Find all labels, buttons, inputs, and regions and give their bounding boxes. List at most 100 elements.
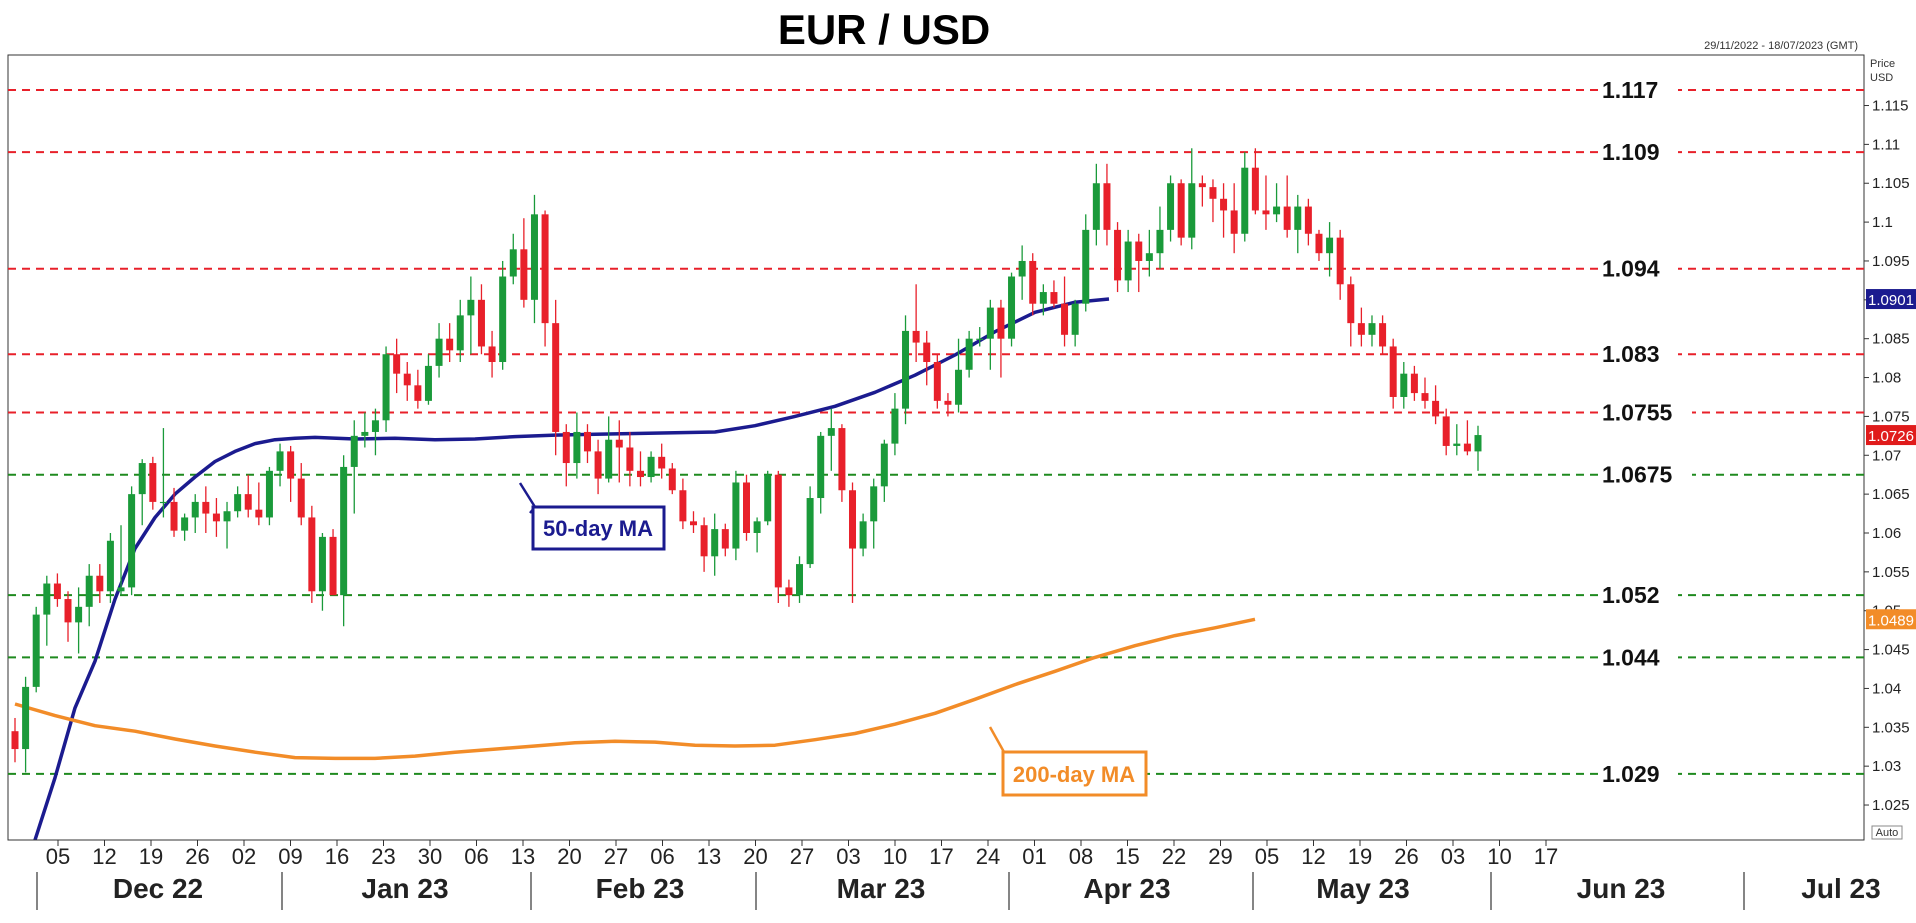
candle-25 <box>276 443 284 487</box>
candle-123 <box>1315 229 1323 261</box>
y-tick-label-16: 1.105 <box>1872 175 1910 192</box>
level-label-6: 1.052 <box>1602 582 1660 608</box>
level-label-4: 1.0755 <box>1602 400 1673 426</box>
price-badge-2: 1.0489 <box>1868 612 1914 629</box>
candle-95 <box>1018 245 1026 300</box>
auto-scale-button[interactable] <box>1871 825 1903 840</box>
candle-35 <box>382 346 390 432</box>
x-tick-label-28: 19 <box>1348 844 1372 869</box>
candle-79 <box>849 482 857 603</box>
candle-91 <box>976 327 984 347</box>
level-label-3: 1.083 <box>1602 341 1660 367</box>
candle-80 <box>859 513 867 557</box>
candle-21 <box>234 486 242 518</box>
y-tick-label-15: 1.1 <box>1872 214 1893 231</box>
candle-61 <box>658 443 666 479</box>
candle-126 <box>1347 276 1355 347</box>
candle-108 <box>1156 206 1164 269</box>
candle-110 <box>1177 179 1185 246</box>
candle-52 <box>562 424 570 487</box>
candle-127 <box>1357 307 1365 347</box>
candle-92 <box>986 299 994 370</box>
x-tick-label-4: 02 <box>232 844 256 869</box>
candle-93 <box>997 299 1005 378</box>
x-tick-label-8: 30 <box>418 844 442 869</box>
x-tick-label-3: 26 <box>185 844 209 869</box>
y-caption-unit: USD <box>1870 72 1893 84</box>
candle-118 <box>1262 175 1270 230</box>
y-tick-label-7: 1.06 <box>1872 525 1901 542</box>
candle-32 <box>350 420 358 514</box>
candle-29 <box>318 532 326 611</box>
candle-107 <box>1145 229 1153 277</box>
candle-71 <box>764 470 772 526</box>
level-label-bg-1 <box>1598 137 1678 168</box>
x-tick-label-7: 23 <box>371 844 395 869</box>
candle-78 <box>838 424 846 502</box>
candle-50 <box>541 210 549 347</box>
y-tick-label-8: 1.065 <box>1872 486 1910 503</box>
candle-49 <box>530 194 538 324</box>
ma200-callout: 200-day MA <box>988 726 1148 797</box>
x-tick-label-9: 06 <box>464 844 488 869</box>
candle-69 <box>743 474 750 541</box>
candle-16 <box>181 513 189 541</box>
level-label-bg-5 <box>1598 459 1692 490</box>
candle-42 <box>456 299 464 363</box>
price-badges: 1.0901 1.0726 1.0489 <box>1866 289 1916 630</box>
candle-56 <box>605 416 613 483</box>
candle-55 <box>594 439 602 495</box>
candle-101 <box>1082 214 1090 312</box>
candle-117 <box>1251 148 1259 215</box>
x-tick-label-2: 19 <box>139 844 163 869</box>
series-line-1 <box>14 617 1256 761</box>
level-label-bg-4 <box>1598 397 1692 428</box>
candle-137 <box>1463 420 1471 456</box>
candle-84 <box>902 315 910 425</box>
candle-94 <box>1008 272 1016 347</box>
candle-18 <box>202 486 210 533</box>
candle-97 <box>1039 284 1047 316</box>
candle-138 <box>1474 425 1482 471</box>
level-label-7: 1.044 <box>1602 644 1660 670</box>
candle-106 <box>1135 233 1143 293</box>
candle-130 <box>1389 338 1397 409</box>
x-tick-label-26: 05 <box>1255 844 1279 869</box>
candle-60 <box>647 451 655 483</box>
x-tick-label-12: 27 <box>604 844 628 869</box>
candle-19 <box>212 498 220 537</box>
level-label-bg-8 <box>1598 758 1678 789</box>
candle-132 <box>1410 365 1418 401</box>
candle-75 <box>806 486 814 568</box>
candle-133 <box>1421 377 1429 409</box>
x-tick-label-32: 17 <box>1534 844 1558 869</box>
candle-135 <box>1442 408 1450 456</box>
candle-90 <box>965 330 973 378</box>
x-tick-label-13: 06 <box>650 844 674 869</box>
candle-77 <box>827 408 835 471</box>
candle-112 <box>1198 175 1206 207</box>
candle-65 <box>700 517 708 572</box>
ma200-pointer <box>988 726 1006 753</box>
ma200-label: 200-day MA <box>1013 762 1135 787</box>
y-tick-label-0: 1.025 <box>1872 797 1910 814</box>
candle-53 <box>573 412 581 479</box>
candle-48 <box>520 218 528 308</box>
month-label-7: Jul 23 <box>1801 873 1880 904</box>
y-axis-caption: Price USD <box>1870 58 1895 84</box>
month-label-3: Mar 23 <box>837 873 926 904</box>
candle-129 <box>1379 315 1387 355</box>
x-tick-label-19: 17 <box>929 844 953 869</box>
level-label-bg-2 <box>1598 253 1678 284</box>
candle-113 <box>1209 179 1217 223</box>
candle-73 <box>785 579 793 607</box>
candle-2 <box>32 606 40 693</box>
candle-0 <box>11 717 19 763</box>
candle-3 <box>43 575 51 646</box>
month-label-6: Jun 23 <box>1577 873 1666 904</box>
ma50-callout: 50-day MA <box>518 482 666 551</box>
candle-96 <box>1029 253 1037 316</box>
support-resistance-levels: 1.117 1.109 1.094 1.083 1.0755 1.0675 1.052 1.0… <box>8 74 1864 789</box>
candle-36 <box>393 338 401 394</box>
